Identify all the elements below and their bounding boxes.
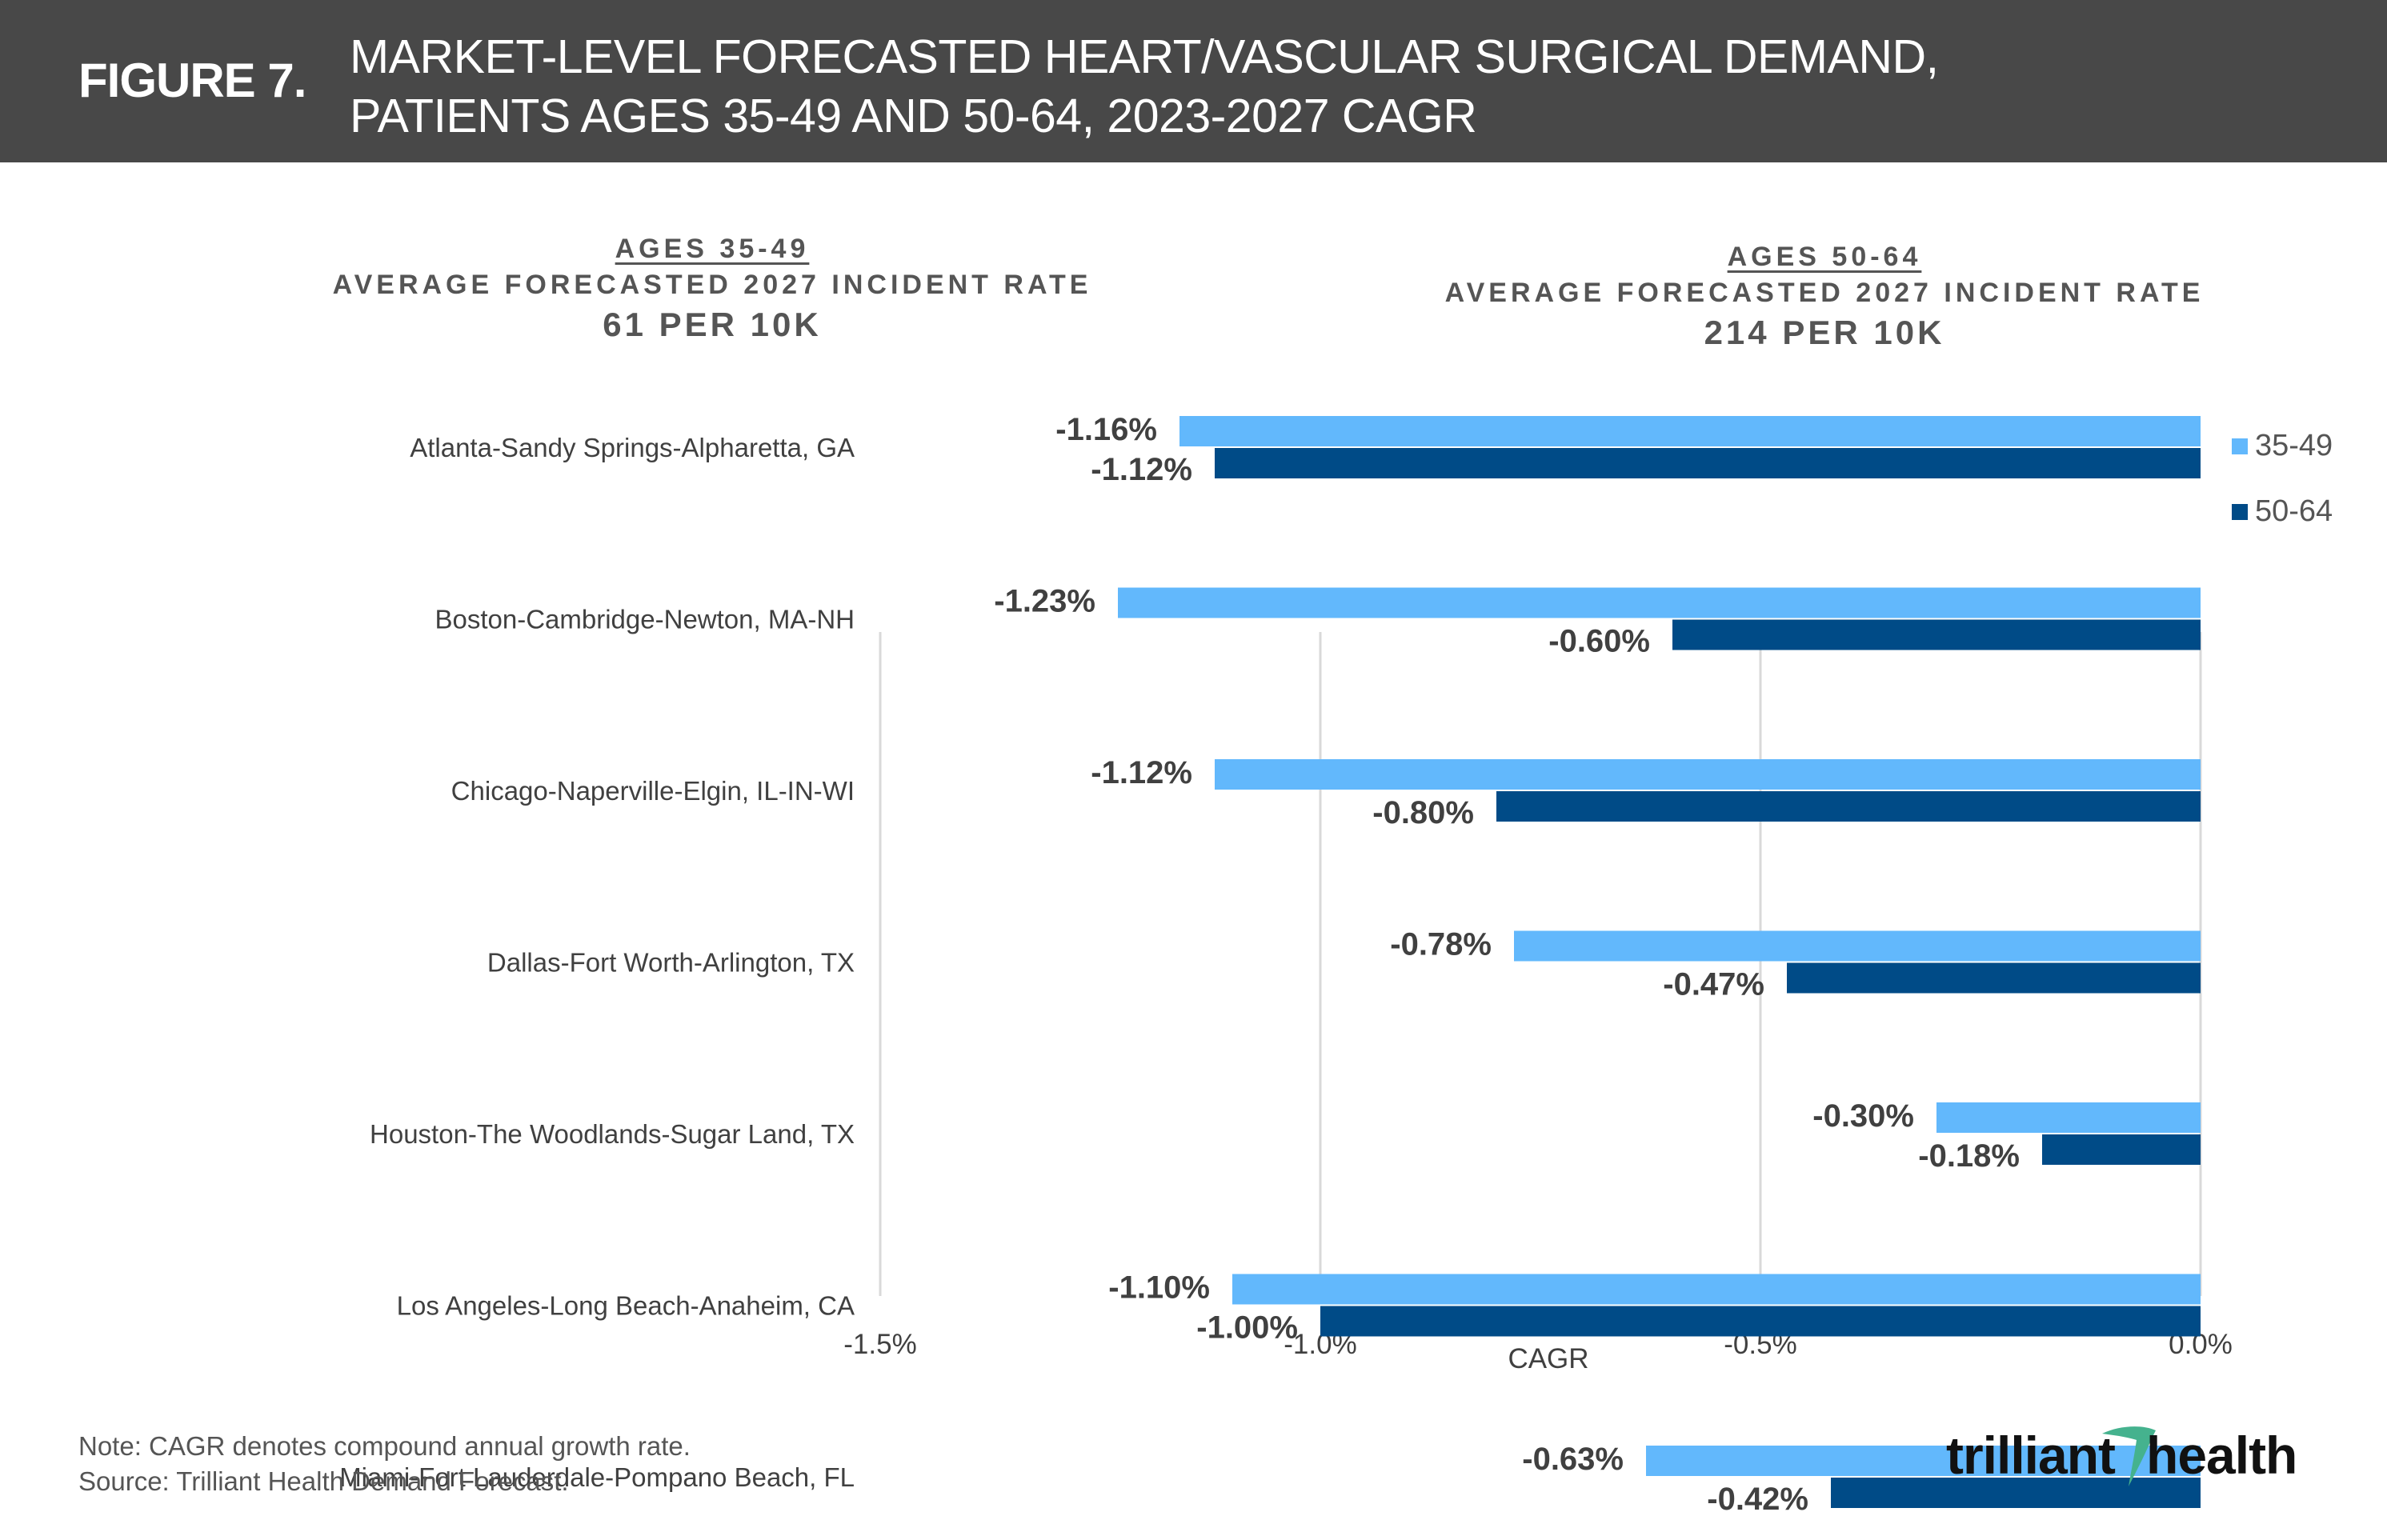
category-label: Boston-Cambridge-Newton, MA-NH (435, 605, 855, 634)
data-label-35-49: -0.30% (1812, 1098, 1914, 1134)
source-text: Source: Trilliant Health Demand Forecast… (78, 1466, 569, 1496)
legend-swatch-50-64 (2232, 504, 2248, 520)
bar-35-49 (1118, 587, 2201, 618)
category-label: Atlanta-Sandy Springs-Alpharetta, GA (410, 433, 855, 462)
bar-50-64 (1787, 962, 2201, 994)
data-label-35-49: -0.78% (1390, 927, 1492, 962)
logo-text-right: health (2146, 1426, 2297, 1485)
panel-age-heading: AGES 35-49 (615, 234, 810, 264)
category-label: Chicago-Naperville-Elgin, IL-IN-WI (451, 776, 855, 806)
panel-ages-35-49: AGES 35-49 AVERAGE FORECASTED 2027 INCID… (304, 234, 1120, 344)
bar-35-49 (1646, 1446, 2201, 1476)
bar-35-49 (1232, 1274, 2201, 1305)
data-label-35-49: -1.12% (1091, 755, 1192, 790)
bar-50-64 (1672, 619, 2201, 650)
data-label-50-64: -0.42% (1707, 1482, 1808, 1517)
category-label: Houston-The Woodlands-Sugar Land, TX (370, 1119, 855, 1149)
panel-rate-label: AVERAGE FORECASTED 2027 INCIDENT RATE (332, 270, 1092, 300)
title-line-2: PATIENTS AGES 35-49 AND 50-64, 2023-2027… (350, 90, 1477, 142)
logo-text-left: trilliant (1946, 1426, 2116, 1485)
legend-label-35-49: 35-49 (2255, 429, 2333, 462)
title-line-1: MARKET-LEVEL FORECASTED HEART/VASCULAR S… (350, 30, 1939, 83)
x-tick-label: -1.5% (843, 1329, 916, 1360)
data-label-50-64: -1.12% (1091, 452, 1192, 487)
bar-50-64 (1496, 791, 2201, 822)
footnote: Note: CAGR denotes compound annual growt… (78, 1429, 691, 1499)
legend-label-50-64: 50-64 (2255, 494, 2333, 528)
figure-title: MARKET-LEVEL FORECASTED HEART/VASCULAR S… (350, 27, 1939, 146)
panel-rate-label: AVERAGE FORECASTED 2027 INCIDENT RATE (1444, 278, 2205, 308)
bar-35-49 (1179, 416, 2201, 446)
category-label: Dallas-Fort Worth-Arlington, TX (487, 948, 855, 978)
data-label-35-49: -1.10% (1108, 1270, 1210, 1306)
bar-50-64 (1215, 448, 2201, 478)
figure-label: FIGURE 7. (78, 54, 306, 107)
category-label: Miami-Fort Lauderdale-Pompano Beach, FL (339, 1462, 855, 1492)
data-label-35-49: -0.63% (1522, 1442, 1624, 1477)
panel-age-heading: AGES 50-64 (1727, 242, 1922, 272)
legend-swatch-35-49 (2232, 438, 2248, 454)
logo-swoosh-icon (2102, 1426, 2156, 1486)
panel-ages-50-64: AGES 50-64 AVERAGE FORECASTED 2027 INCID… (1416, 242, 2233, 352)
panel-rate-value: 61 PER 10K (603, 306, 822, 343)
data-label-35-49: -1.23% (994, 584, 1095, 619)
bar-35-49 (1514, 930, 2201, 962)
figure-header: FIGURE 7. MARKET-LEVEL FORECASTED HEART/… (0, 0, 2387, 162)
trilliant-health-logo: trilliant health (1946, 1426, 2297, 1486)
data-label-35-49: -1.16% (1055, 412, 1157, 447)
bar-35-49 (1215, 759, 2201, 790)
bar-50-64 (1831, 1478, 2201, 1508)
category-label: Los Angeles-Long Beach-Anaheim, CA (397, 1291, 855, 1321)
bar-35-49 (1936, 1102, 2201, 1133)
note-text: Note: CAGR denotes compound annual growt… (78, 1431, 691, 1461)
data-label-50-64: -0.47% (1663, 967, 1764, 1002)
data-label-50-64: -0.18% (1918, 1138, 2020, 1174)
x-axis-label: CAGR (1508, 1343, 1588, 1374)
bar-50-64 (1320, 1306, 2201, 1337)
panel-rate-value: 214 PER 10K (1704, 314, 1945, 351)
bar-50-64 (2042, 1134, 2201, 1165)
data-label-50-64: -1.00% (1196, 1310, 1298, 1346)
data-label-50-64: -0.80% (1372, 795, 1474, 830)
data-label-50-64: -0.60% (1548, 624, 1650, 659)
